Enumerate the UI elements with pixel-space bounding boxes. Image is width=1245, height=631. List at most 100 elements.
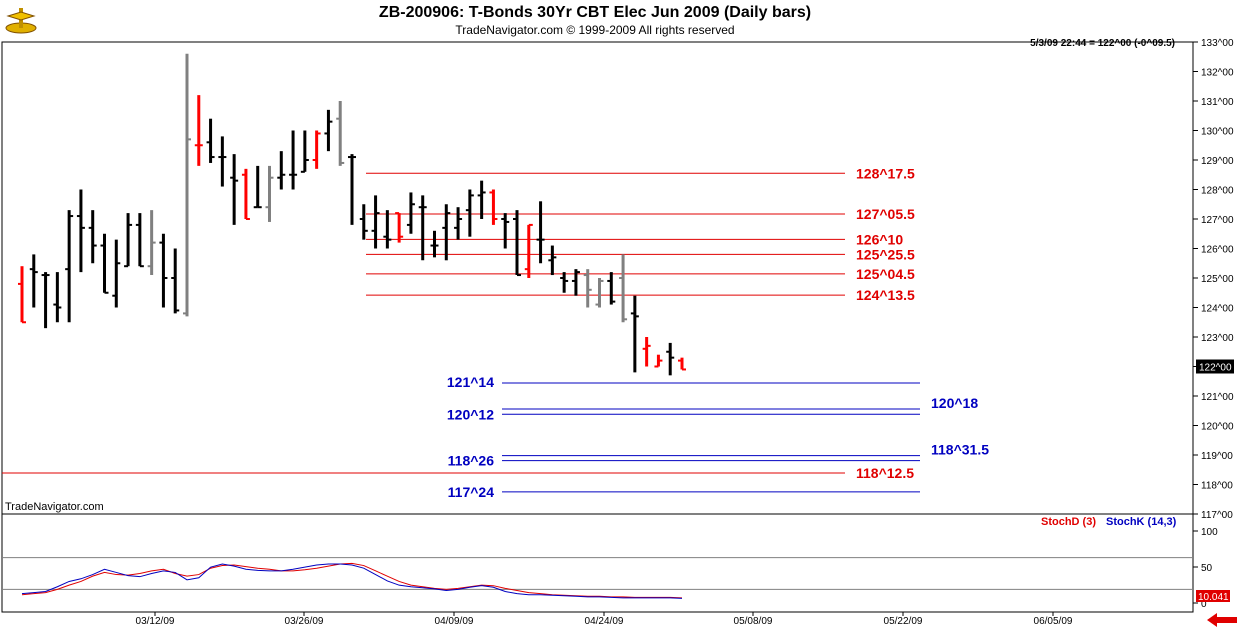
current-price-label: 122^00 [1199, 363, 1232, 374]
ohlc-bar [112, 239, 121, 308]
ohlc-bar [406, 192, 415, 234]
level-label: 121^14 [447, 374, 494, 390]
price-tick-label: 130^00 [1201, 127, 1234, 138]
stoch-tick-label: 100 [1201, 527, 1218, 538]
ohlc-bar [159, 233, 168, 308]
price-tick-label: 119^00 [1201, 451, 1233, 462]
price-tick-label: 127^00 [1201, 215, 1234, 226]
price-panel [1, 41, 1194, 613]
ohlc-bar [88, 210, 97, 264]
ohlc-bar [359, 204, 368, 240]
date-tick-label: 04/24/09 [585, 616, 624, 627]
ohlc-bar [253, 165, 262, 209]
level-label: 120^18 [931, 395, 978, 411]
ohlc-bar [100, 233, 109, 294]
date-tick-label: 05/22/09 [884, 616, 923, 627]
ohlc-bar [454, 207, 463, 240]
ohlc-bar [477, 180, 486, 219]
ohlc-bar [595, 278, 604, 308]
date-tick-label: 05/08/09 [734, 616, 773, 627]
price-tick-label: 118^00 [1201, 481, 1233, 492]
ohlc-bar [548, 245, 557, 276]
ohlc-bar [607, 272, 616, 305]
ohlc-bar [371, 195, 380, 249]
ohlc-bar [465, 189, 474, 237]
price-info: 5/3/09 22:44 = 122^00 (-0^09.5) [1030, 38, 1175, 49]
price-axis: 133^00 132^00 131^00 130^00 129^00 128^00 127^… [1193, 38, 1234, 521]
ohlc-bar [583, 269, 592, 308]
stoch-current-label: 10.041 [1198, 592, 1229, 603]
stochk-line [21, 563, 683, 599]
level-label: 127^05.5 [856, 206, 915, 222]
ohlc-bar [560, 272, 569, 293]
ohlc-bar [41, 272, 50, 329]
ohlc-bar [442, 204, 451, 261]
ohlc-bar [324, 109, 333, 152]
ohlc-bar [277, 151, 286, 190]
ohlc-bar [430, 230, 439, 258]
ohlc-bar [395, 212, 404, 243]
date-axis: 03/12/09 03/26/09 04/09/09 04/24/09 05/08/09… [136, 612, 1073, 627]
stoch-current-box [1196, 590, 1230, 602]
ohlc-bar [135, 213, 144, 268]
trade-navigator-logo [5, 8, 37, 34]
ohlc-bar [76, 189, 85, 273]
level-label: 125^25.5 [856, 246, 915, 262]
stochd-line [21, 562, 683, 599]
ohlc-bar [124, 213, 133, 268]
price-tick-label: 120^00 [1201, 422, 1234, 433]
price-tick-label: 125^00 [1201, 274, 1234, 285]
level-label: 117^24 [448, 484, 495, 500]
ohlc-bar [513, 210, 521, 277]
level-label: 118^26 [448, 453, 495, 469]
stochk-legend: StochK (14,3) [1106, 516, 1177, 528]
ohlc-bar [524, 223, 533, 278]
level-label: 124^13.5 [856, 287, 915, 303]
ohlc-bar [312, 130, 321, 169]
ohlc-bar [230, 154, 239, 225]
ohlc-bar [501, 213, 510, 249]
ohlc-bar [171, 248, 180, 314]
price-tick-label: 128^00 [1201, 186, 1234, 197]
ohlc-bar [642, 337, 651, 367]
stoch-tick-label: 0 [1201, 599, 1207, 610]
price-tick-label: 124^00 [1201, 304, 1234, 315]
price-tick-label: 131^00 [1201, 97, 1234, 108]
level-label: 128^17.5 [856, 165, 915, 181]
chart-subtitle: TradeNavigator.com © 1999-2009 All right… [455, 23, 735, 37]
level-label: 126^10 [856, 231, 903, 247]
level-label: 118^31.5 [931, 442, 989, 458]
watermark: TradeNavigator.com [5, 501, 104, 513]
ohlc-bar [183, 53, 191, 317]
date-tick-label: 03/26/09 [285, 616, 324, 627]
ohlc-bar [348, 154, 356, 225]
price-panel-border [1, 41, 1194, 515]
price-tick-label: 121^00 [1201, 392, 1234, 403]
price-tick-label: 129^00 [1201, 156, 1234, 167]
price-tick-label: 133^00 [1201, 38, 1234, 49]
level-label: 120^12 [447, 406, 494, 422]
scroll-left-arrow-icon[interactable] [1207, 613, 1237, 627]
ohlc-bar [300, 130, 309, 173]
level-label: 118^12.5 [856, 465, 914, 481]
stoch-panel: 100 50 010.041 [2, 527, 1230, 610]
ohlc-bar [383, 210, 392, 249]
ohlc-bar [194, 95, 203, 166]
ohlc-bar [654, 354, 663, 368]
ohlc-bar [65, 210, 74, 323]
stoch-tick-label: 50 [1201, 563, 1213, 574]
date-tick-label: 06/05/09 [1034, 616, 1073, 627]
chart-title: ZB-200906: T-Bonds 30Yr CBT Elec Jun 200… [378, 4, 812, 21]
price-tick-label: 132^00 [1201, 68, 1234, 79]
current-price-box [1196, 359, 1234, 374]
ohlc-bar [289, 130, 298, 190]
price-tick-label: 126^00 [1201, 245, 1234, 256]
date-tick-label: 04/09/09 [435, 616, 474, 627]
price-bars [18, 53, 686, 376]
ohlc-bar [53, 272, 62, 323]
ohlc-bar [29, 254, 38, 308]
ohlc-bar [265, 165, 274, 222]
ohlc-bar [536, 201, 545, 264]
